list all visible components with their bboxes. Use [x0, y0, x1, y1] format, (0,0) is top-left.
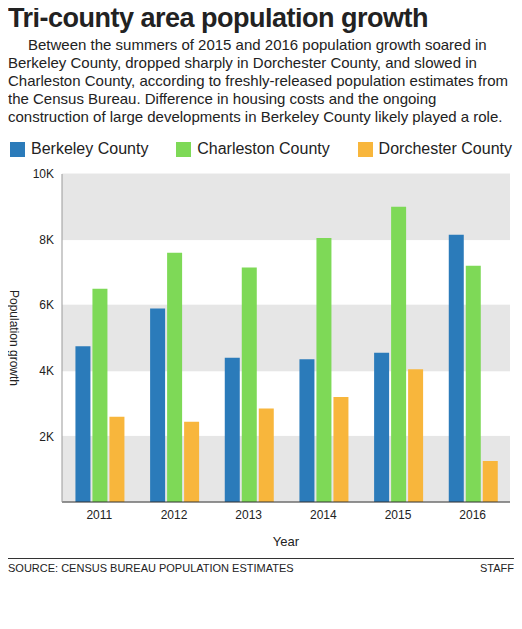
svg-text:2014: 2014	[310, 508, 337, 522]
svg-text:2013: 2013	[235, 508, 262, 522]
html-text:Berkeley County: Berkeley County	[31, 140, 149, 157]
svg-text:Year: Year	[273, 534, 300, 549]
html-text:Between the summers of 2015 an: Between the summers of 2015 and 2016 pop…	[8, 36, 508, 125]
html-text:SOURCE: CENSUS BUREAU POPULATI: SOURCE: CENSUS BUREAU POPULATION ESTIMAT…	[8, 562, 294, 574]
html-text:Charleston County: Charleston County	[197, 140, 330, 157]
svg-text:2011: 2011	[86, 508, 112, 522]
svg-text:2016: 2016	[459, 508, 486, 522]
svg-text:8K: 8K	[39, 233, 54, 247]
svg-text:2K: 2K	[39, 430, 54, 444]
html-text:STAFF: STAFF	[480, 562, 514, 574]
svg-text:2012: 2012	[161, 508, 188, 522]
svg-text:Population growth: Population growth	[8, 290, 21, 386]
html-text:Tri-county area population gro: Tri-county area population growth	[8, 3, 428, 33]
html-text:Dorchester County: Dorchester County	[378, 140, 512, 157]
svg-text:2015: 2015	[385, 508, 412, 522]
svg-text:6K: 6K	[39, 298, 54, 312]
svg-text:4K: 4K	[39, 364, 54, 378]
svg-text:10K: 10K	[33, 167, 54, 181]
